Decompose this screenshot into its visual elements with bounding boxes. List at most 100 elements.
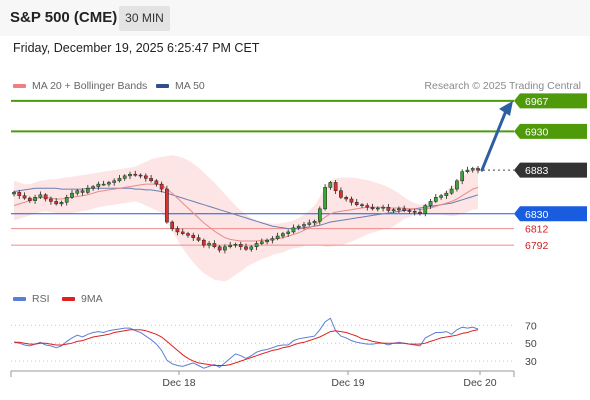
candle-body	[391, 209, 396, 211]
forecast-arrow-shaft	[480, 109, 508, 172]
candle-body	[59, 202, 64, 205]
candle-body	[323, 187, 327, 210]
rsi-line	[13, 317, 479, 369]
credit-text: Research © 2025 Trading Central	[424, 80, 581, 92]
legend-rsi: RSI	[13, 293, 50, 305]
candle-body	[375, 207, 380, 210]
candle-body	[412, 211, 417, 213]
candle-body	[296, 225, 301, 229]
candle-body	[460, 171, 465, 182]
candle-body	[249, 246, 254, 250]
x-tick-label: Dec 20	[463, 377, 496, 389]
candle-body	[43, 194, 48, 200]
candle-body	[286, 231, 291, 234]
candle-body	[339, 190, 343, 198]
candle-body	[360, 204, 364, 206]
candle-body	[165, 188, 169, 223]
candle-body	[64, 197, 69, 203]
candle-body	[196, 237, 201, 241]
candle-body	[201, 239, 206, 246]
legend-9ma-swatch	[62, 297, 75, 302]
legend-bollinger-label: MA 20 + Bollinger Bands	[32, 80, 148, 92]
candle-body	[344, 197, 349, 200]
x-tick-label: Dec 19	[331, 377, 364, 389]
candle-body	[418, 211, 422, 215]
candle-body	[386, 206, 391, 211]
candle-body	[254, 243, 259, 248]
candle-body	[27, 197, 32, 201]
candle-body	[291, 227, 296, 233]
legend-bollinger-swatch	[13, 84, 26, 89]
candles	[12, 165, 480, 254]
candle-body	[423, 205, 428, 215]
candle-body	[207, 243, 211, 246]
legend-rsi-label: RSI	[32, 293, 50, 305]
candle-body	[281, 233, 285, 237]
candle-body	[455, 180, 459, 190]
candle-body	[22, 195, 27, 199]
legend-ma50-swatch	[156, 84, 169, 89]
candle-body	[349, 198, 354, 203]
candle-body	[465, 169, 470, 172]
candle-body	[370, 206, 375, 210]
rsi-tick-30: 30	[525, 356, 537, 368]
candle-body	[223, 246, 227, 251]
chart-header: S&P 500 (CME) 30 MIN	[0, 0, 590, 36]
candle-body	[128, 173, 132, 177]
level-label-6967: 6967	[525, 96, 549, 108]
candle-body	[407, 210, 412, 212]
level-tag-6830	[514, 206, 587, 222]
candle-body	[238, 244, 243, 248]
candle-body	[133, 173, 138, 176]
candle-body	[470, 168, 475, 171]
candle-body	[33, 197, 37, 201]
ma20-line	[13, 183, 479, 242]
candle-body	[439, 195, 443, 198]
candle-body	[80, 190, 85, 193]
candle-body	[70, 192, 74, 198]
candle-body	[381, 206, 385, 209]
forecast-arrow-head	[499, 100, 513, 116]
candle-body	[17, 192, 22, 196]
candle-body	[212, 243, 217, 248]
candle-body	[233, 244, 238, 246]
candle-body	[85, 187, 90, 193]
legend-9ma-label: 9MA	[81, 293, 103, 305]
rsi-tick-50: 50	[525, 338, 537, 350]
level-label-6812: 6812	[525, 224, 549, 236]
candle-body	[365, 205, 370, 208]
level-tag-6930	[514, 123, 587, 139]
candle-body	[265, 239, 269, 243]
candle-body	[117, 178, 122, 182]
candle-body	[317, 208, 322, 222]
candle-body	[428, 201, 433, 206]
timeframe-badge[interactable]: 30 MIN	[119, 6, 170, 31]
rsi-9ma-line	[14, 329, 479, 366]
candle-body	[138, 174, 143, 177]
candle-body	[49, 198, 53, 202]
datetime-label: Friday, December 19, 2025 6:25:47 PM CET	[13, 41, 260, 55]
candle-body	[328, 182, 333, 188]
candle-body	[154, 180, 159, 185]
candle-body	[180, 231, 185, 234]
candle-body	[402, 208, 407, 211]
candle-body	[54, 201, 59, 205]
candle-body	[107, 182, 111, 185]
candle-body	[476, 168, 480, 171]
level-tag-6883	[514, 162, 587, 178]
candle-body	[12, 192, 16, 195]
legend-rsi-swatch	[13, 297, 26, 302]
legend-bollinger: MA 20 + Bollinger Bands	[13, 80, 147, 92]
candle-body	[122, 175, 127, 179]
chart-title: S&P 500 (CME)	[10, 9, 118, 26]
candle-body	[170, 221, 175, 229]
candle-body	[112, 180, 117, 183]
candle-body	[186, 233, 190, 236]
level-label-6883: 6883	[525, 165, 549, 177]
legend-ma50-label: MA 50	[175, 80, 205, 92]
candle-body	[270, 238, 275, 241]
candle-body	[91, 186, 95, 189]
level-tag-6967	[514, 93, 587, 109]
rsi-tick-70: 70	[525, 320, 537, 332]
